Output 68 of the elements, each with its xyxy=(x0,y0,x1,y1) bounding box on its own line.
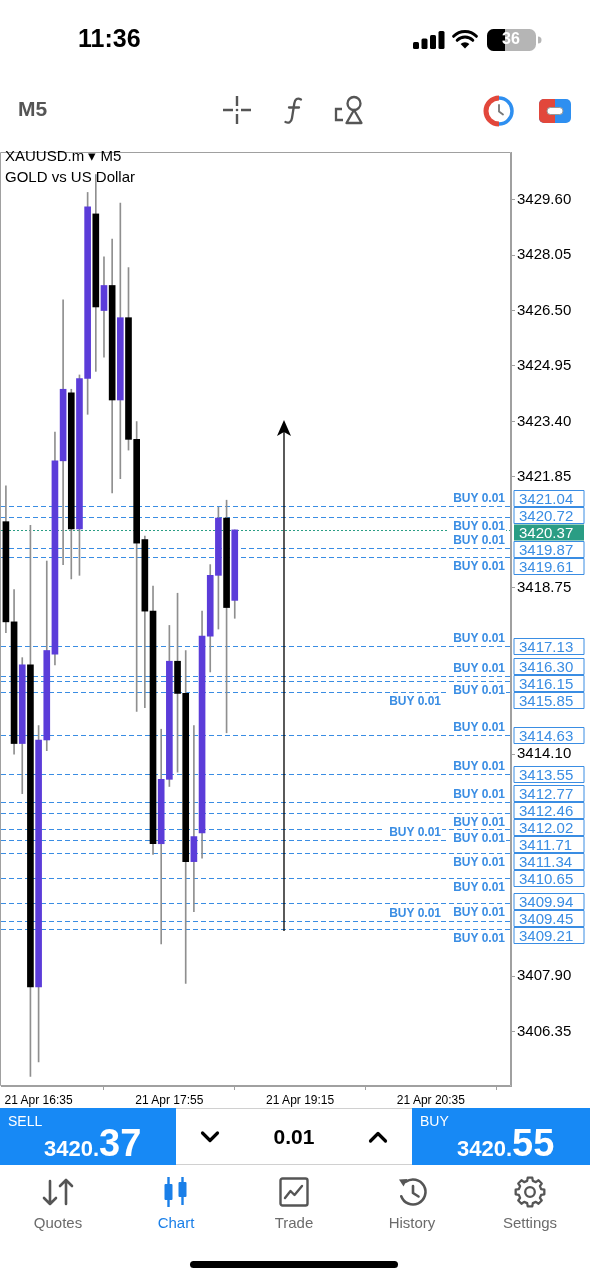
text: Settings xyxy=(502,1214,558,1232)
text: BUY xyxy=(420,1113,449,1130)
ref-line-label: BUY 0.01 xyxy=(453,558,506,573)
text: 3413.55 xyxy=(519,765,574,783)
ref-line-label: BUY 0.01 xyxy=(453,879,506,894)
ref-line-label: BUY 0.01 xyxy=(389,824,442,839)
text: History xyxy=(388,1214,436,1232)
text: GOLD vs US Dollar xyxy=(5,168,136,186)
text: 3416.15 xyxy=(519,674,574,692)
y-tick-label: 3414.10 xyxy=(517,744,572,762)
text: 3409.45 xyxy=(519,909,574,927)
text: M5 xyxy=(18,97,48,122)
ref-line-label: BUY 0.01 xyxy=(453,904,506,919)
text: 0.01 xyxy=(273,1125,315,1150)
text: 3411.34 xyxy=(519,852,573,870)
y-tick-label: 3406.35 xyxy=(517,1021,572,1039)
x-tick-label: 21 Apr 20:35 xyxy=(396,1092,466,1107)
text: SELL xyxy=(8,1113,43,1130)
text: 3419.87 xyxy=(519,540,574,558)
y-tick-label: 3426.50 xyxy=(517,300,572,318)
text: Quotes xyxy=(33,1214,83,1232)
text: 3421.04 xyxy=(519,489,574,507)
y-tick-label: 3418.75 xyxy=(517,578,572,596)
text: 3420.55 xyxy=(457,1122,555,1164)
x-tick-label: 21 Apr 19:15 xyxy=(266,1092,335,1107)
ref-line-label: BUY 0.01 xyxy=(453,630,506,645)
ref-line-label: BUY 0.01 xyxy=(453,719,506,734)
text: 3417.13 xyxy=(519,637,574,655)
text: 3409.94 xyxy=(519,892,574,910)
y-tick-label: 3421.85 xyxy=(517,467,572,485)
ref-line-label: BUY 0.01 xyxy=(453,786,506,801)
ref-line-label: BUY 0.01 xyxy=(453,532,506,547)
text: 3420.37 xyxy=(44,1122,142,1164)
y-tick-label: 3423.40 xyxy=(517,411,572,429)
text: Chart xyxy=(157,1214,195,1232)
text: 3420.37 xyxy=(519,523,574,541)
text: 3420.72 xyxy=(519,506,574,524)
y-tick-label: 3428.05 xyxy=(517,245,572,263)
candlestick xyxy=(190,725,198,913)
ref-line-label: BUY 0.01 xyxy=(453,682,506,697)
ref-line-label: BUY 0.01 xyxy=(453,660,506,675)
text: 3414.63 xyxy=(519,726,574,744)
y-tick-label: 3429.60 xyxy=(517,189,572,207)
text: 3419.61 xyxy=(519,557,574,575)
x-tick-label: 21 Apr 17:55 xyxy=(135,1092,204,1107)
text: 3411.71 xyxy=(519,835,573,853)
text: 3416.30 xyxy=(519,657,574,675)
ref-line-label: BUY 0.01 xyxy=(453,518,506,533)
text: 3410.65 xyxy=(519,869,574,887)
ref-line-label: BUY 0.01 xyxy=(453,830,506,845)
ref-line-label: BUY 0.01 xyxy=(453,930,506,945)
text: Trade xyxy=(274,1214,314,1232)
ref-line-label: BUY 0.01 xyxy=(453,758,506,773)
text: 11:36 xyxy=(78,24,141,53)
x-tick-label: 21 Apr 16:35 xyxy=(4,1092,73,1107)
ref-line-label: BUY 0.01 xyxy=(389,905,442,920)
text: 3409.21 xyxy=(519,926,574,944)
text: 3415.85 xyxy=(519,691,574,709)
y-tick-label: 3407.90 xyxy=(517,966,572,984)
chart-title: XAUUSD.m ▾ M5 xyxy=(5,147,122,165)
text: 3412.46 xyxy=(519,801,574,819)
ref-line-label: BUY 0.01 xyxy=(453,854,506,869)
ref-line-label: BUY 0.01 xyxy=(389,693,442,708)
ref-line-label: BUY 0.01 xyxy=(453,814,506,829)
text: 3412.77 xyxy=(519,784,574,802)
ref-line-label: BUY 0.01 xyxy=(453,490,506,505)
y-tick-label: 3424.95 xyxy=(517,356,572,374)
text: 3412.02 xyxy=(519,818,574,836)
